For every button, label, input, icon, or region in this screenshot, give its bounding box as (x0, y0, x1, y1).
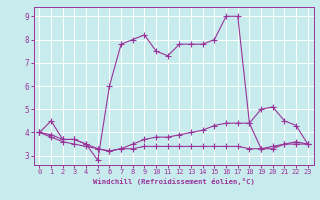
X-axis label: Windchill (Refroidissement éolien,°C): Windchill (Refroidissement éolien,°C) (93, 178, 254, 185)
